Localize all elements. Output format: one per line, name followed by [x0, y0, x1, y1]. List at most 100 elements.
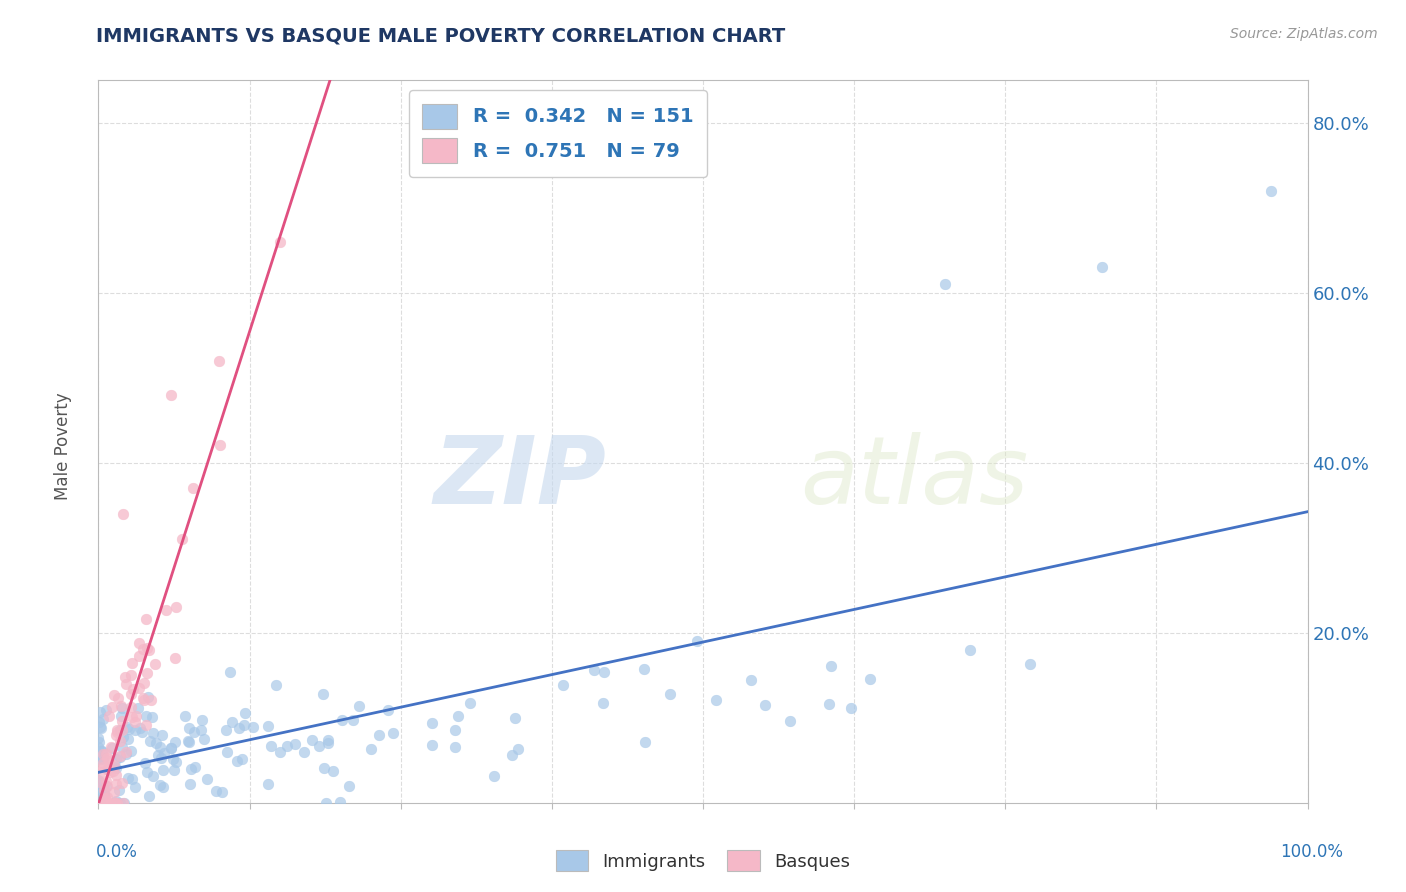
Point — [135, 717, 157, 731]
Point — [160, 740, 183, 755]
Point — [1018, 657, 1040, 672]
Point — [150, 751, 173, 765]
Point — [87, 731, 110, 746]
Point — [115, 745, 138, 759]
Point — [91, 756, 114, 770]
Point — [90, 721, 112, 735]
Point — [443, 723, 465, 737]
Point — [583, 664, 606, 678]
Point — [101, 764, 124, 778]
Point — [96, 796, 118, 810]
Point — [132, 641, 155, 656]
Point — [132, 690, 155, 705]
Point — [132, 676, 155, 690]
Point — [128, 636, 150, 650]
Point — [135, 709, 157, 723]
Point — [160, 740, 183, 755]
Point — [103, 785, 125, 799]
Point — [87, 781, 110, 796]
Point — [93, 793, 115, 807]
Point — [142, 769, 165, 783]
Text: 100.0%: 100.0% — [1279, 843, 1343, 861]
Point — [152, 728, 174, 742]
Point — [506, 742, 529, 756]
Point — [114, 669, 136, 683]
Point — [208, 437, 231, 451]
Point — [685, 633, 707, 648]
Point — [256, 718, 278, 732]
Point — [162, 751, 184, 765]
Point — [179, 777, 201, 791]
Point — [107, 691, 129, 706]
Point — [110, 699, 132, 714]
Point — [94, 779, 117, 793]
Text: 0.0%: 0.0% — [96, 843, 138, 861]
Point — [839, 700, 862, 714]
Point — [98, 796, 121, 810]
Point — [658, 687, 681, 701]
Point — [91, 749, 114, 764]
Legend: Immigrants, Basques: Immigrants, Basques — [548, 843, 858, 879]
Point — [120, 688, 142, 702]
Point — [163, 764, 186, 778]
Point — [129, 721, 152, 735]
Point — [177, 735, 200, 749]
Point — [104, 793, 127, 807]
Point — [360, 742, 382, 756]
Point — [152, 763, 174, 777]
Point — [221, 715, 243, 730]
Point — [103, 760, 125, 774]
Point — [100, 700, 122, 714]
Point — [93, 781, 115, 796]
Point — [93, 783, 115, 797]
Point — [276, 739, 298, 753]
Point — [308, 739, 330, 753]
Point — [111, 701, 134, 715]
Legend: R =  0.342   N = 151, R =  0.751   N = 79: R = 0.342 N = 151, R = 0.751 N = 79 — [409, 90, 707, 177]
Point — [179, 721, 201, 735]
Point — [312, 761, 335, 775]
Point — [269, 235, 291, 249]
Point — [318, 733, 340, 747]
Point — [135, 612, 157, 626]
Point — [458, 696, 481, 710]
Point — [233, 706, 256, 720]
Point — [349, 699, 371, 714]
Point — [136, 665, 159, 680]
Point — [633, 662, 655, 676]
Point — [89, 783, 111, 797]
Point — [190, 723, 212, 737]
Point — [128, 649, 150, 664]
Point — [87, 775, 110, 789]
Point — [228, 722, 250, 736]
Point — [94, 703, 117, 717]
Point — [89, 705, 111, 719]
Point — [165, 599, 187, 614]
Point — [101, 741, 124, 756]
Point — [96, 779, 118, 793]
Point — [87, 773, 110, 788]
Point — [181, 481, 204, 495]
Point — [87, 735, 110, 749]
Point — [377, 703, 399, 717]
Point — [115, 720, 138, 734]
Point — [90, 744, 112, 758]
Point — [191, 713, 214, 727]
Point — [108, 749, 131, 764]
Point — [107, 796, 129, 810]
Point — [153, 746, 176, 760]
Point — [96, 796, 118, 810]
Point — [104, 761, 127, 775]
Point — [90, 751, 112, 765]
Point — [135, 765, 157, 780]
Point — [124, 723, 146, 737]
Point — [94, 747, 117, 761]
Point — [145, 736, 167, 750]
Point — [108, 733, 131, 747]
Point — [89, 752, 111, 766]
Point — [128, 681, 150, 695]
Point — [138, 642, 160, 657]
Point — [204, 784, 226, 798]
Point — [104, 777, 127, 791]
Point — [93, 793, 115, 807]
